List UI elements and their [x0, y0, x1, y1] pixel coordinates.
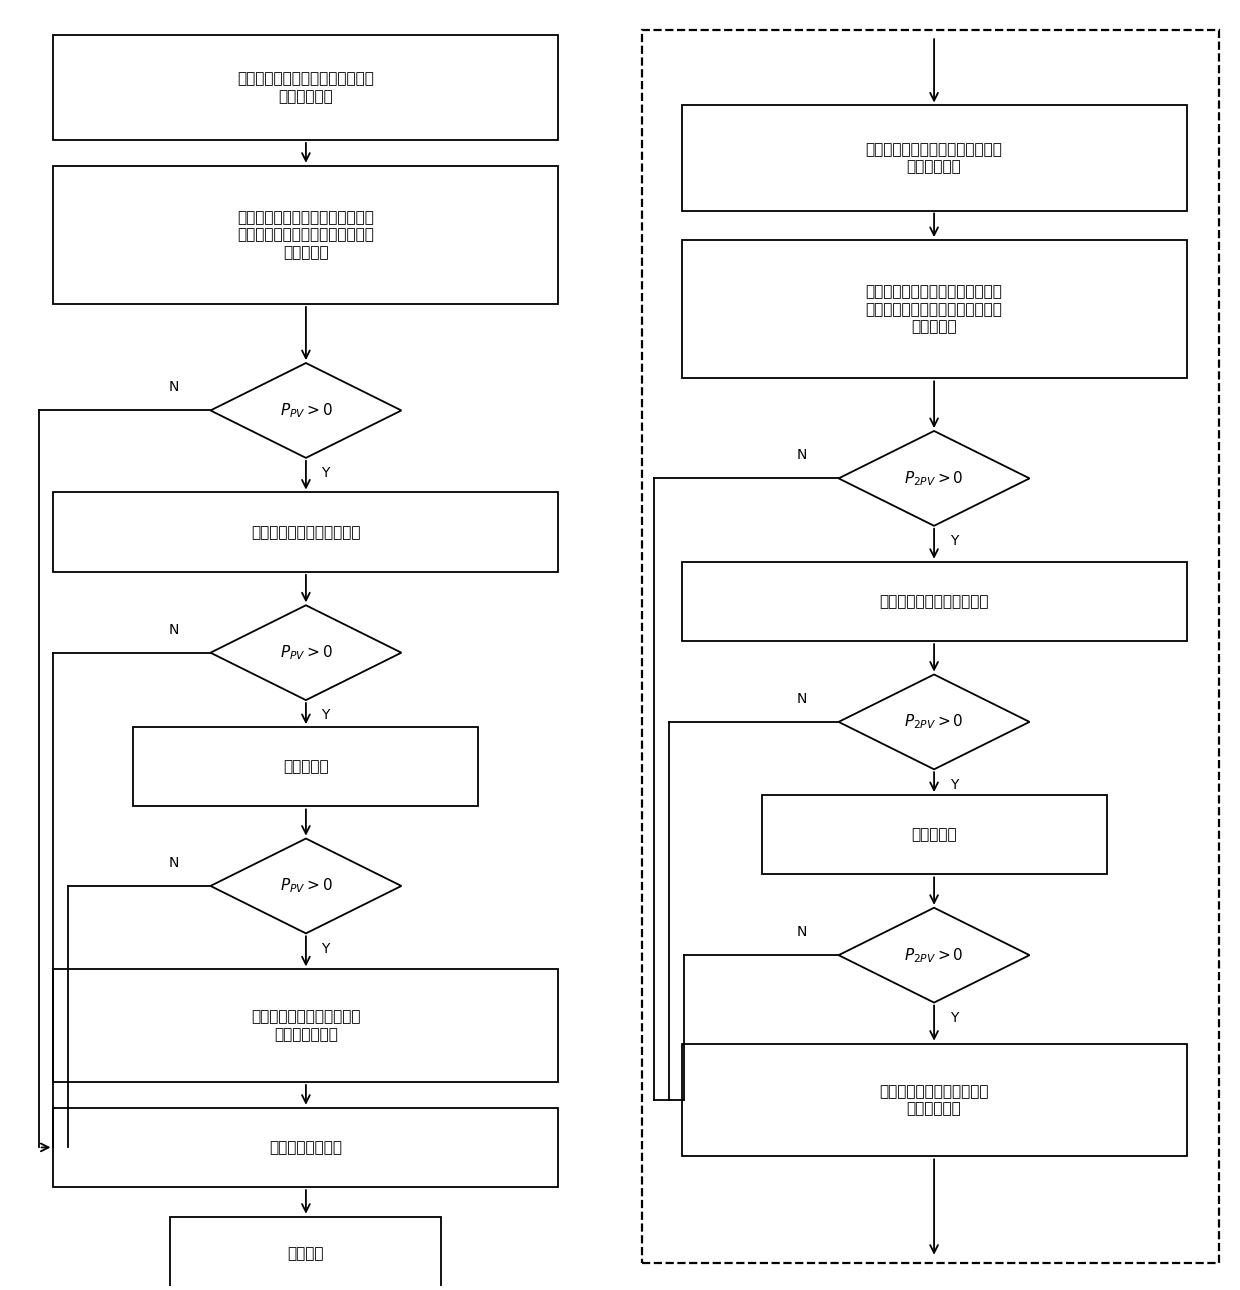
Text: N: N — [169, 623, 179, 637]
Polygon shape — [838, 675, 1029, 769]
Text: $P_{PV}>0$: $P_{PV}>0$ — [279, 644, 332, 662]
Text: N: N — [796, 449, 807, 462]
Text: Y: Y — [950, 534, 959, 548]
Text: Y: Y — [321, 466, 330, 480]
Text: 输送至临近负荷（根据电压
越限情况弃光）: 输送至临近负荷（根据电压 越限情况弃光） — [252, 1010, 361, 1042]
Polygon shape — [838, 431, 1029, 526]
FancyBboxPatch shape — [682, 561, 1187, 641]
Text: Y: Y — [950, 1011, 959, 1026]
Text: 蓄电池充电: 蓄电池充电 — [283, 760, 329, 774]
FancyBboxPatch shape — [53, 35, 558, 141]
FancyBboxPatch shape — [53, 493, 558, 571]
Text: $P_{PV}>0$: $P_{PV}>0$ — [279, 401, 332, 419]
FancyBboxPatch shape — [682, 1044, 1187, 1156]
Text: 蓄电池充电: 蓄电池充电 — [911, 827, 957, 842]
Text: 首先投入不可时移负荷，优先利用
光伏功率，其次是蓄电池，最后是
配电网供电: 首先投入不可时移负荷，优先利用 光伏功率，其次是蓄电池，最后是 配电网供电 — [238, 210, 374, 259]
Text: 按负荷优先级判断当前时段可以投
入运行的负荷: 按负荷优先级判断当前时段可以投 入运行的负荷 — [866, 142, 1002, 174]
Text: $P_{2PV}>0$: $P_{2PV}>0$ — [904, 470, 963, 488]
Text: 下一时段: 下一时段 — [288, 1246, 324, 1262]
Text: $P_{PV}>0$: $P_{PV}>0$ — [279, 877, 332, 895]
FancyBboxPatch shape — [53, 165, 558, 304]
FancyBboxPatch shape — [761, 795, 1106, 875]
Text: Y: Y — [950, 778, 959, 792]
Polygon shape — [211, 838, 402, 934]
Text: 首先投入不可时移负荷，优先利用
光伏功率，其次是蓄电池，最后是
配电网供电: 首先投入不可时移负荷，优先利用 光伏功率，其次是蓄电池，最后是 配电网供电 — [866, 284, 1002, 334]
Text: 按负荷优先级判断当前时段可以投
入运行的负荷: 按负荷优先级判断当前时段可以投 入运行的负荷 — [238, 71, 374, 103]
FancyBboxPatch shape — [682, 106, 1187, 210]
Text: N: N — [169, 381, 179, 395]
Text: $P_{2PV}>0$: $P_{2PV}>0$ — [904, 946, 963, 965]
Polygon shape — [211, 605, 402, 700]
Text: 返送至配电网（根据电压越
限情况弃光）: 返送至配电网（根据电压越 限情况弃光） — [879, 1084, 988, 1116]
FancyBboxPatch shape — [53, 1108, 558, 1187]
FancyBboxPatch shape — [134, 728, 479, 806]
Text: N: N — [796, 925, 807, 939]
FancyBboxPatch shape — [53, 969, 558, 1082]
Text: N: N — [796, 691, 807, 706]
Text: Y: Y — [321, 708, 330, 722]
Text: 临近负荷消纳策略: 临近负荷消纳策略 — [269, 1140, 342, 1155]
Text: 按优先顺序投入可时移负荷: 按优先顺序投入可时移负荷 — [252, 525, 361, 539]
Text: $P_{2PV}>0$: $P_{2PV}>0$ — [904, 712, 963, 731]
FancyBboxPatch shape — [682, 240, 1187, 378]
Text: N: N — [169, 855, 179, 869]
Polygon shape — [211, 362, 402, 458]
Text: 按优先顺序投入可时移负荷: 按优先顺序投入可时移负荷 — [879, 593, 988, 609]
Polygon shape — [838, 908, 1029, 1002]
FancyBboxPatch shape — [170, 1216, 441, 1290]
Text: Y: Y — [321, 942, 330, 956]
